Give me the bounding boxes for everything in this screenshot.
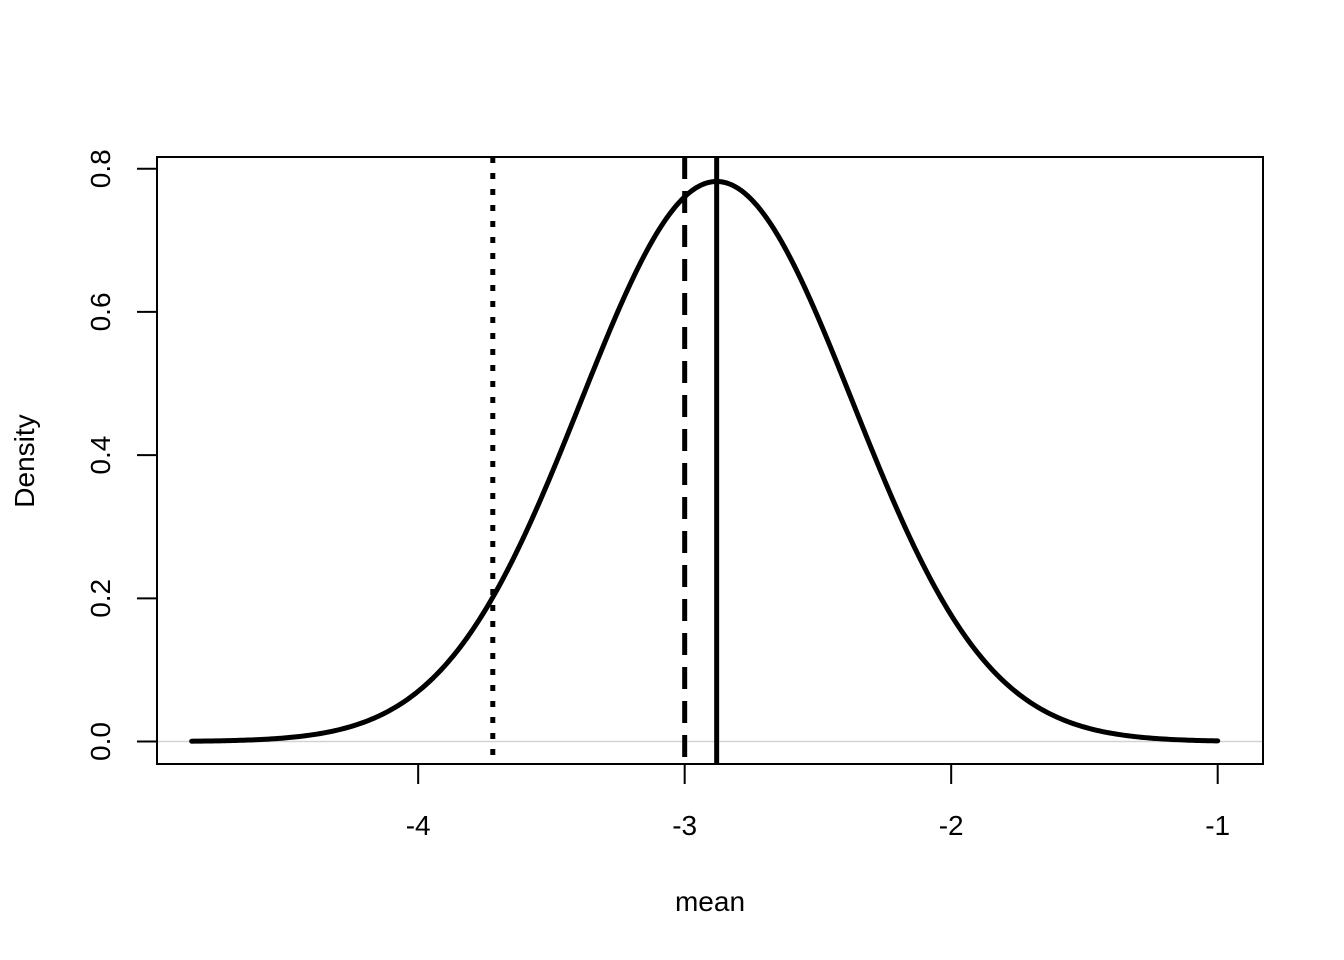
vertical-lines-layer	[490, 157, 720, 764]
density-curve	[189, 178, 1221, 744]
y-tick-label: 0.6	[85, 292, 116, 331]
y-tick-label: 0.4	[85, 436, 116, 475]
density-curve-layer	[189, 178, 1221, 744]
x-tick-label: -2	[939, 810, 964, 841]
y-tick-label: 0.8	[85, 149, 116, 188]
x-axis-label: mean	[675, 886, 745, 917]
x-tick-label: -4	[406, 810, 431, 841]
y-tick-label: 0.2	[85, 579, 116, 618]
x-axis: -4 -3 -2 -1	[406, 763, 1230, 841]
x-tick-label: -1	[1205, 810, 1230, 841]
x-tick-label: -3	[672, 810, 697, 841]
y-axis-label: Density	[9, 414, 40, 507]
y-axis: 0.0 0.2 0.4 0.6 0.8	[85, 149, 158, 761]
y-tick-label: 0.0	[85, 722, 116, 761]
plot-frame	[156, 156, 1264, 765]
